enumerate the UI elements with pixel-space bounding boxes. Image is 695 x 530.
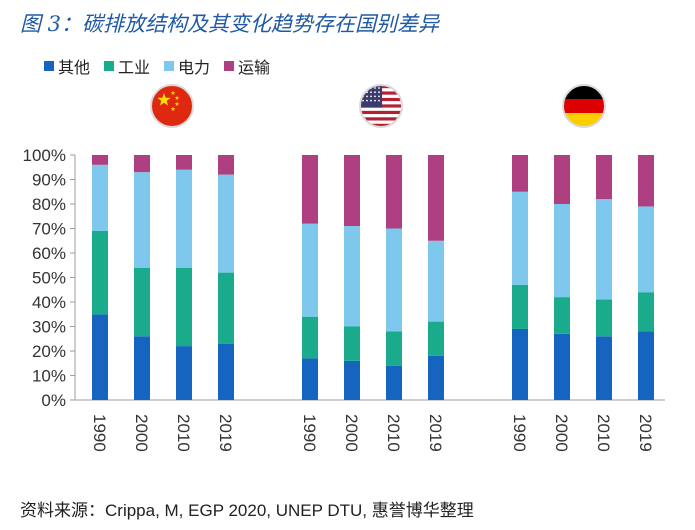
y-tick-label: 60% [32, 244, 66, 263]
bar-segment [638, 155, 654, 207]
bar-segment [134, 155, 150, 173]
y-tick-label: 70% [32, 220, 66, 239]
x-tick-label: 1990 [300, 414, 319, 452]
bar-segment [638, 331, 654, 400]
bar-segment [386, 365, 402, 400]
y-tick-label: 10% [32, 367, 66, 386]
bar-segment [386, 331, 402, 366]
bar-segment [92, 230, 108, 315]
bar-segment [218, 155, 234, 175]
y-tick-label: 80% [32, 195, 66, 214]
legend-item: 工业 [104, 54, 150, 78]
bar-segment [386, 228, 402, 332]
bar-segment [302, 358, 318, 400]
legend-item: 运输 [224, 54, 270, 78]
bar-segment [176, 267, 192, 347]
y-tick-label: 90% [32, 171, 66, 190]
y-tick-label: 40% [32, 293, 66, 312]
bar-segment [512, 328, 528, 400]
bar-segment [596, 155, 612, 200]
bar-segment [92, 314, 108, 400]
bar-segment [554, 297, 570, 334]
legend-swatch [44, 61, 54, 71]
bar-segment [176, 169, 192, 268]
bar-segment [554, 155, 570, 204]
bar-segment [302, 155, 318, 224]
legend-swatch [164, 61, 175, 71]
y-tick-label: 0% [41, 391, 66, 410]
bar-segment [344, 155, 360, 227]
legend-label: 运输 [238, 58, 271, 77]
x-tick-label: 1990 [510, 414, 529, 452]
bar-segment [344, 326, 360, 361]
y-tick-label: 50% [32, 269, 66, 288]
bar-segment [176, 155, 192, 170]
bar-segment [554, 333, 570, 400]
y-tick-label: 30% [32, 318, 66, 337]
bar-segment [512, 191, 528, 285]
x-tick-label: 2019 [636, 414, 655, 452]
y-tick-label: 100% [23, 146, 66, 165]
bar-segment [638, 206, 654, 293]
bar-segment [176, 346, 192, 400]
chart-title: 图 3：碳排放结构及其变化趋势存在国别差异 [20, 12, 440, 36]
bar-segment [344, 226, 360, 327]
bar-segment [218, 174, 234, 273]
legend-label: 其他 [58, 58, 91, 77]
x-tick-label: 2000 [132, 414, 151, 452]
china-flag-icon [151, 85, 193, 127]
bar-segment [596, 336, 612, 400]
bar-segment [512, 284, 528, 329]
bar-segment [92, 155, 108, 165]
bar-segment [596, 199, 612, 300]
legend-item: 电力 [164, 54, 210, 78]
x-tick-label: 2000 [552, 414, 571, 452]
flag-ring [359, 84, 403, 128]
flag-ring [150, 84, 194, 128]
bar-segment [428, 321, 444, 356]
legend-swatch [104, 61, 115, 71]
bar-segment [302, 316, 318, 359]
bar-segment [218, 343, 234, 400]
bar-segment [302, 223, 318, 317]
flag-ring [562, 84, 606, 128]
y-tick-label: 20% [32, 342, 66, 361]
bar-segment [428, 355, 444, 400]
bar-segment [428, 240, 444, 322]
bar-segment [386, 155, 402, 229]
source-note: 资料来源：Crippa, M, EGP 2020, UNEP DTU, 惠誉博华… [20, 501, 474, 520]
bar-segment [134, 172, 150, 268]
x-tick-label: 2010 [594, 414, 613, 452]
bar-segment [554, 204, 570, 298]
bar-segment [218, 272, 234, 344]
stacked-bar-chart: 0% 10% 20% 30% 40% 50% 60% 70% 80% 90% 100% 1990 200… [23, 84, 665, 452]
x-tick-label: 2010 [174, 414, 193, 452]
bar-segment [428, 155, 444, 241]
bar-segment [638, 292, 654, 332]
legend-swatch [224, 61, 235, 71]
x-tick-label: 2010 [384, 414, 403, 452]
x-tick-label: 2000 [342, 414, 361, 452]
x-tick-label: 2019 [216, 414, 235, 452]
x-tick-label: 1990 [90, 414, 109, 452]
bar-segment [344, 360, 360, 400]
bar-segment [134, 267, 150, 337]
bar-segment [134, 336, 150, 400]
legend-label: 工业 [118, 58, 151, 77]
legend-label: 电力 [178, 58, 211, 77]
bar-segment [512, 155, 528, 192]
legend: 其他 工业 电力 运输 [44, 54, 284, 78]
bar-segment [92, 164, 108, 231]
x-tick-label: 2019 [426, 414, 445, 452]
bar-segment [596, 299, 612, 337]
legend-item: 其他 [44, 54, 90, 78]
